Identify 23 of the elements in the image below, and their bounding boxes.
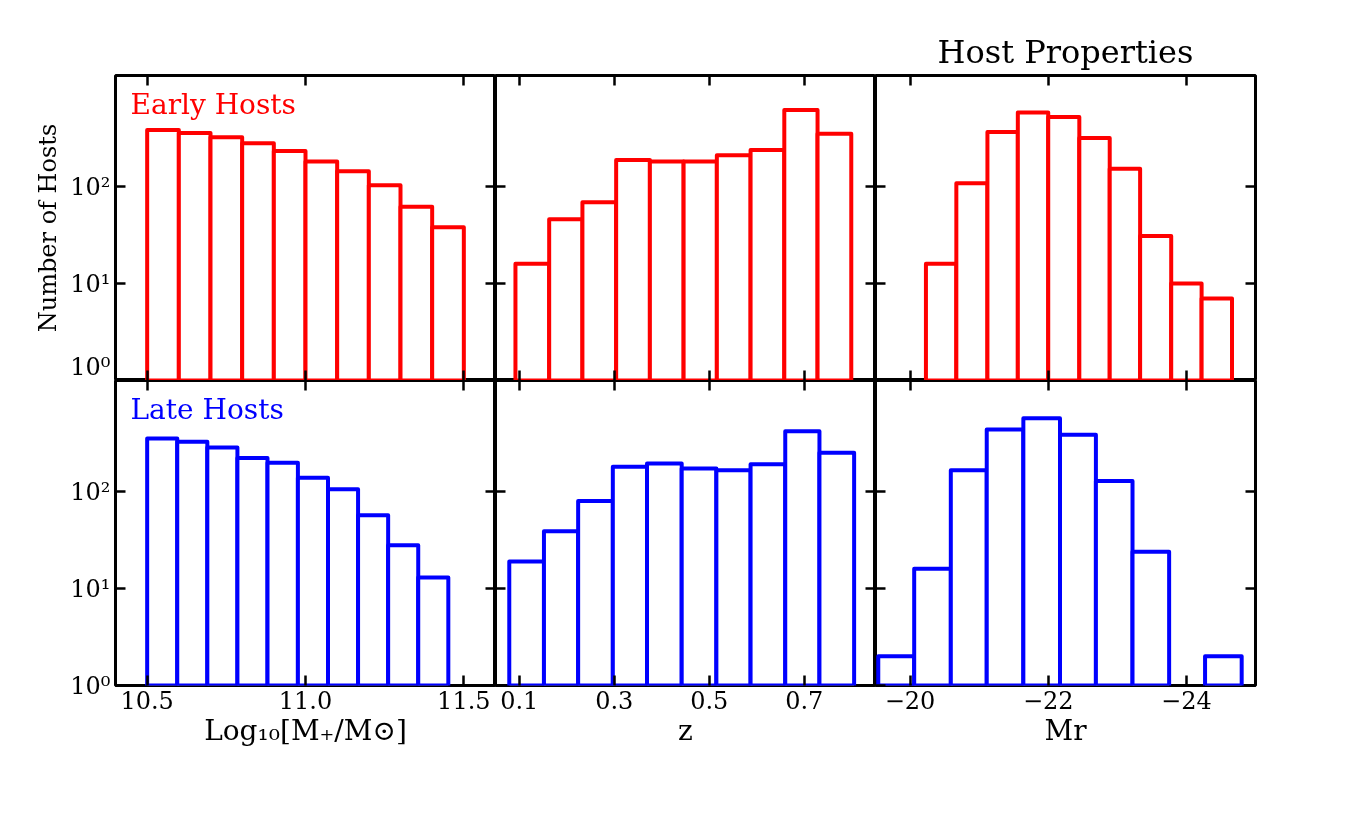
series-label: Late Hosts [130, 392, 284, 426]
y-tick-label: 10² [70, 477, 111, 506]
x-tick-label: 0.1 [500, 686, 539, 715]
y-tick-label: 10¹ [70, 574, 111, 603]
y-tick-label: 10² [70, 172, 111, 201]
x-tick-label: 10.5 [120, 686, 174, 715]
x-tick-label: 11.5 [437, 686, 491, 715]
x-axis-title: Log₁₀[M₊/M⊙] [204, 713, 407, 747]
x-tick-label: 0.7 [785, 686, 824, 715]
x-axis-title: Mr [1044, 713, 1088, 747]
x-tick-label: −24 [1161, 686, 1212, 715]
y-tick-label: 10⁰ [70, 352, 111, 381]
x-tick-label: −20 [884, 686, 936, 715]
y-axis-title: Number of Hosts [34, 123, 63, 333]
x-axis-title: z [678, 713, 693, 747]
x-tick-label: 0.3 [595, 686, 634, 715]
x-tick-label: 11.0 [278, 686, 333, 715]
x-tick-label: 0.5 [690, 686, 729, 715]
x-tick-label: −22 [1022, 686, 1074, 715]
y-tick-label: 10⁰ [70, 671, 111, 700]
y-tick-label: 10¹ [70, 269, 111, 298]
series-label: Early Hosts [130, 87, 296, 121]
chart-title: Host Properties [937, 32, 1194, 71]
